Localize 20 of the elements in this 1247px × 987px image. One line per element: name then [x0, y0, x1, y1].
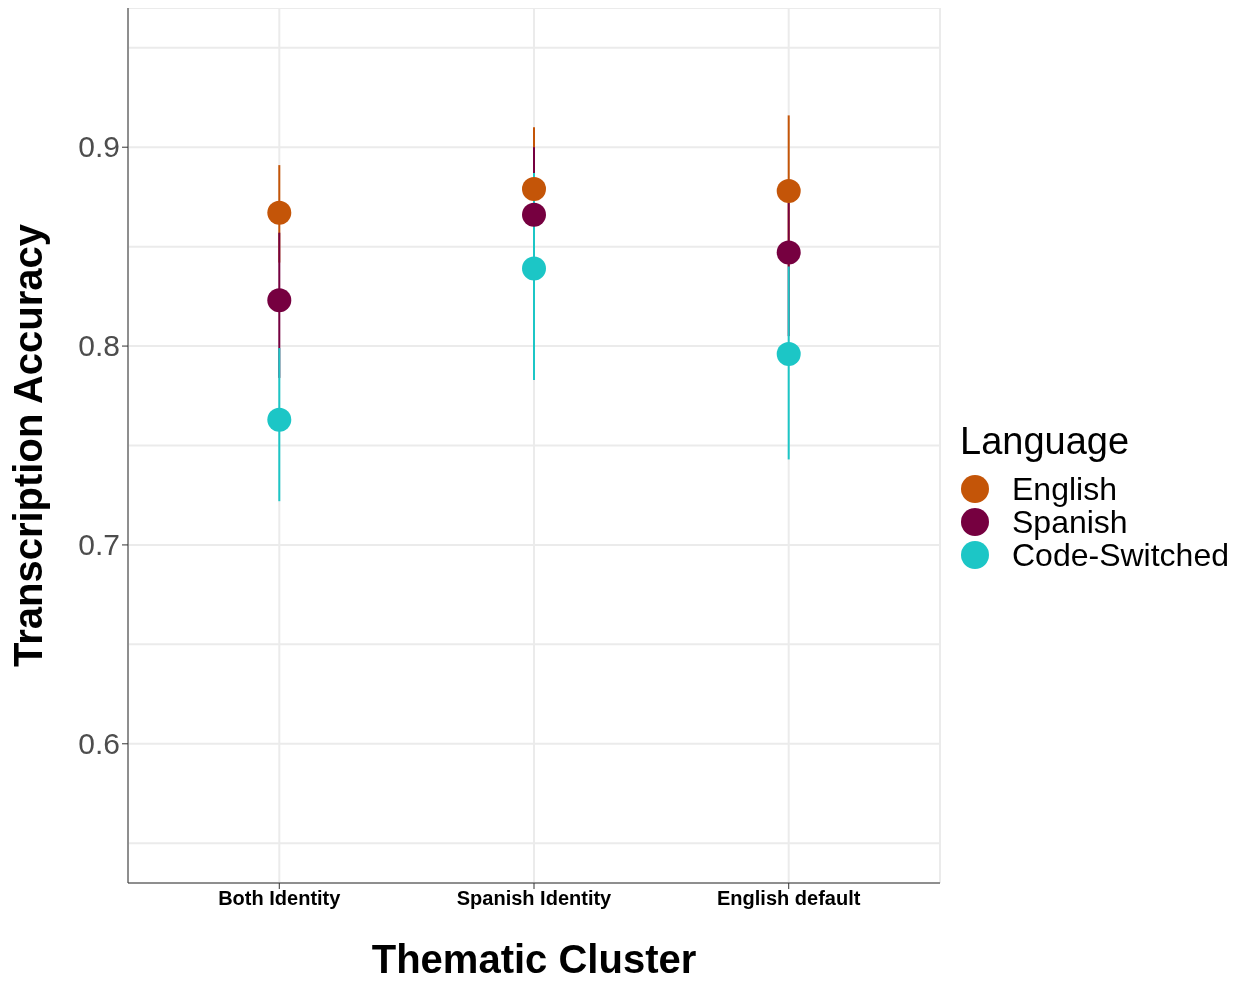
- legend-label: English: [1012, 470, 1117, 507]
- x-tick-label: Both Identity: [218, 887, 342, 910]
- x-axis-title: Thematic Cluster: [371, 937, 697, 981]
- y-tick-label: 0.7: [78, 527, 120, 561]
- point: [776, 178, 801, 203]
- y-axis-title: Transcription Accuracy: [6, 223, 51, 668]
- point: [267, 407, 292, 432]
- point: [522, 256, 546, 281]
- y-tick-label: 0.9: [78, 130, 120, 164]
- legend-title: Language: [960, 419, 1131, 463]
- x-tick-label: Spanish Identity: [456, 887, 613, 910]
- point: [522, 202, 546, 227]
- point: [776, 240, 801, 265]
- y-tick-label: 0.6: [78, 726, 120, 760]
- y-tick-label: 0.8: [78, 329, 120, 363]
- point: [522, 176, 546, 201]
- point: [267, 288, 292, 313]
- x-tick-label: English default: [717, 887, 861, 910]
- point: [267, 200, 292, 225]
- point: [776, 342, 801, 367]
